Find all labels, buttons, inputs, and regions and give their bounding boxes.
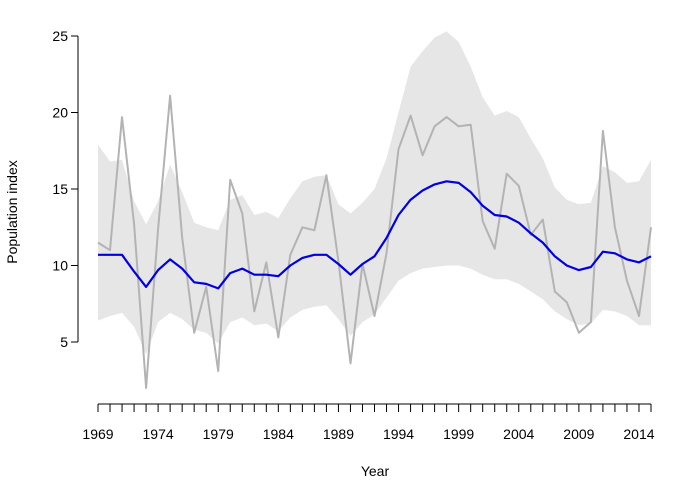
x-tick-label-1984: 1984 bbox=[263, 426, 294, 442]
x-tick-label-1969: 1969 bbox=[82, 426, 113, 442]
y-axis-title: Population index bbox=[4, 160, 20, 264]
y-tick-label-5: 5 bbox=[60, 334, 68, 350]
x-tick-label-1999: 1999 bbox=[443, 426, 474, 442]
x-tick-label-2004: 2004 bbox=[503, 426, 534, 442]
x-tick-label-2014: 2014 bbox=[623, 426, 654, 442]
confidence-band bbox=[98, 31, 651, 355]
y-tick-label-10: 10 bbox=[52, 258, 68, 274]
x-tick-label-1994: 1994 bbox=[383, 426, 414, 442]
x-tick-label-1974: 1974 bbox=[143, 426, 174, 442]
y-tick-label-15: 15 bbox=[52, 181, 68, 197]
trend-series-layer bbox=[97, 180, 652, 290]
y-axis: 5 10 15 20 25 bbox=[52, 28, 79, 350]
confidence-band-layer bbox=[98, 31, 651, 355]
observed-series-line bbox=[97, 94, 652, 389]
x-axis: 1969 1974 1979 1984 1989 1994 1999 2004 2009 2014 bbox=[82, 403, 655, 442]
y-tick-label-20: 20 bbox=[52, 105, 68, 121]
y-tick-label-25: 25 bbox=[52, 28, 68, 44]
x-tick-label-2009: 2009 bbox=[563, 426, 594, 442]
x-tick-label-1979: 1979 bbox=[203, 426, 234, 442]
x-axis-title: Year bbox=[361, 463, 390, 479]
x-tick-label-1989: 1989 bbox=[323, 426, 354, 442]
trend-series-line bbox=[98, 180, 652, 290]
